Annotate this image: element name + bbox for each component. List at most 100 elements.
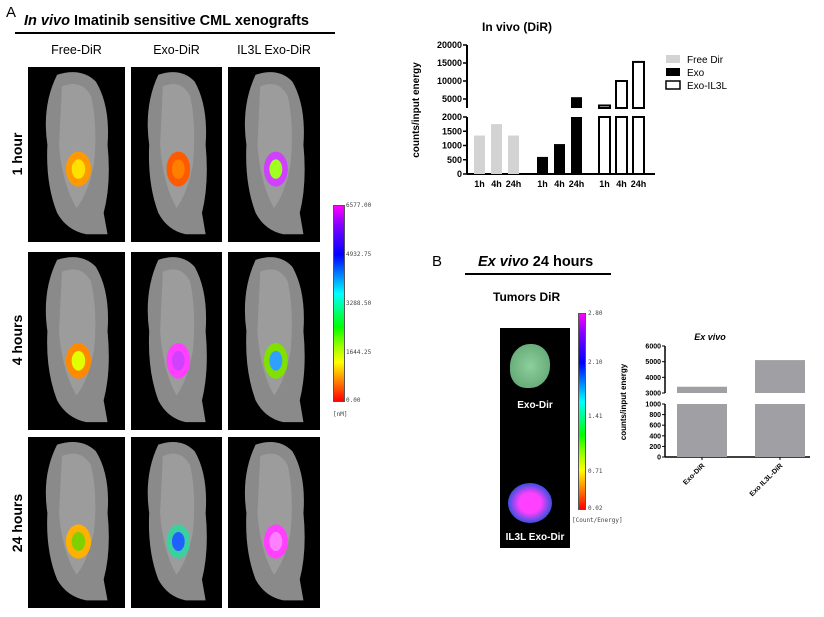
colorbar-a bbox=[333, 205, 345, 402]
mouse-image bbox=[28, 67, 125, 242]
bar-lower bbox=[598, 116, 611, 175]
y-tick-label: 200 bbox=[649, 444, 661, 451]
panel-a-underline bbox=[15, 32, 335, 34]
colorbar-a-unit: [nM] bbox=[333, 411, 348, 418]
il3l-exo-dir-tumor bbox=[508, 483, 552, 523]
y-tick-label: 0 bbox=[457, 169, 462, 179]
mouse-image bbox=[28, 252, 125, 430]
row-label-1-hour: 1 hour bbox=[9, 132, 25, 176]
chart-title: Ex vivo bbox=[694, 332, 726, 342]
y-tick-label: 20000 bbox=[437, 40, 462, 50]
y-tick-label: 15000 bbox=[437, 58, 462, 68]
y-tick-label: 5000 bbox=[645, 359, 661, 366]
bar-lower bbox=[571, 117, 582, 174]
mouse-image bbox=[131, 437, 222, 608]
legend-label: Exo bbox=[687, 68, 705, 79]
legend-label: Exo-IL3L bbox=[687, 81, 727, 92]
panel-a-title-italic: In vivo bbox=[24, 13, 70, 29]
tumor-signal-core bbox=[171, 159, 185, 179]
column-header-exo-dir: Exo-DiR bbox=[153, 43, 200, 57]
x-tick-label: 4h bbox=[554, 179, 565, 189]
colorbar-b-tick: 1.41 bbox=[588, 413, 603, 420]
colorbar-a-tick: 3288.50 bbox=[346, 300, 372, 307]
panel-a-title: In vivo Imatinib sensitive CML xenograft… bbox=[24, 13, 309, 29]
x-tick-label: 24h bbox=[631, 179, 647, 189]
bar bbox=[537, 156, 548, 174]
colorbar-b bbox=[578, 313, 586, 510]
tumor-signal-core bbox=[71, 159, 86, 179]
y-axis-label: counts/input energy bbox=[411, 62, 422, 158]
tumor-signal-core bbox=[171, 350, 185, 371]
legend-swatch bbox=[665, 80, 681, 90]
x-tick-label: 24h bbox=[569, 179, 585, 189]
y-tick-label: 800 bbox=[649, 412, 661, 419]
mouse-image bbox=[228, 252, 320, 430]
panel-a-title-rest: Imatinib sensitive CML xenografts bbox=[69, 13, 309, 29]
bar-upper bbox=[632, 60, 645, 109]
x-tick-label: 1h bbox=[537, 179, 548, 189]
y-tick-label: 1000 bbox=[442, 141, 462, 151]
ex-vivo-bar-chart: Ex vivo counts/input energy 0 200 400 600 800 1… bbox=[619, 332, 810, 498]
bar bbox=[474, 135, 485, 174]
y-tick-label: 10000 bbox=[437, 76, 462, 86]
y-tick-label: 1500 bbox=[442, 126, 462, 136]
bar bbox=[491, 124, 502, 174]
bar bbox=[508, 135, 519, 174]
tumor-signal-core bbox=[71, 350, 86, 371]
tumor-signal-core bbox=[269, 159, 283, 179]
y-tick-label: 4000 bbox=[645, 375, 661, 382]
panel-b-title-rest: 24 hours bbox=[528, 254, 594, 270]
panel-b-title: Ex vivo 24 hours bbox=[478, 254, 593, 270]
x-tick-label: Exo IL3L-DiR bbox=[749, 462, 785, 498]
mouse-image bbox=[131, 67, 222, 242]
panel-b-letter: B bbox=[432, 253, 443, 270]
y-axis-label: counts/input energy bbox=[619, 363, 628, 440]
y-tick-label: 400 bbox=[649, 433, 661, 440]
colorbar-a-tick: 1644.25 bbox=[346, 349, 372, 356]
legend-swatch bbox=[666, 68, 680, 76]
bar-upper bbox=[755, 360, 805, 393]
y-tick-label: 3000 bbox=[645, 391, 661, 398]
x-tick-label: 4h bbox=[491, 179, 502, 189]
tumor-image: Exo-Dir IL3L Exo-Dir bbox=[500, 328, 570, 548]
tumors-dir-title: Tumors DiR bbox=[493, 290, 561, 304]
chart-title: In vivo (DiR) bbox=[482, 20, 552, 34]
bar bbox=[554, 144, 565, 174]
bar-lower bbox=[615, 116, 628, 175]
y-tick-label: 500 bbox=[447, 155, 462, 165]
colorbar-a-tick: 6577.00 bbox=[346, 202, 372, 209]
mouse-image bbox=[228, 67, 320, 242]
bar-upper bbox=[571, 97, 582, 108]
bar-upper bbox=[598, 104, 611, 110]
panel-b-title-italic: Ex vivo bbox=[478, 254, 529, 270]
x-tick-label: 24h bbox=[506, 179, 522, 189]
bar-lower bbox=[677, 404, 727, 457]
row-label-24-hours: 24 hours bbox=[9, 493, 25, 553]
legend-swatch bbox=[666, 55, 680, 63]
colorbar-b-tick: 0.71 bbox=[588, 468, 603, 475]
bar-upper bbox=[677, 386, 727, 393]
colorbar-b-tick: 2.10 bbox=[588, 359, 603, 366]
mouse-image bbox=[131, 252, 222, 430]
y-tick-label: 1000 bbox=[645, 402, 661, 409]
tumor-label-exo-dir: Exo-Dir bbox=[517, 400, 553, 411]
y-tick-label: 0 bbox=[657, 455, 661, 462]
x-tick-label: 1h bbox=[474, 179, 485, 189]
bar-lower bbox=[632, 116, 645, 175]
x-tick-label: 1h bbox=[599, 179, 610, 189]
y-tick-label: 5000 bbox=[442, 94, 462, 104]
panel-a-letter: A bbox=[6, 4, 17, 21]
x-tick-label: 4h bbox=[616, 179, 627, 189]
colorbar-b-unit: [Count/Energy] bbox=[572, 517, 623, 524]
legend-label: Free Dir bbox=[687, 55, 724, 66]
y-tick-label: 600 bbox=[649, 423, 661, 430]
mouse-image bbox=[228, 437, 320, 608]
tumor-signal-core bbox=[269, 350, 283, 371]
column-header-free-dir: Free-DiR bbox=[51, 43, 102, 57]
colorbar-b-tick: 2.80 bbox=[588, 310, 603, 317]
tumor-signal-core bbox=[269, 532, 283, 551]
tumor-signal-core bbox=[171, 532, 185, 551]
y-tick-label: 2000 bbox=[442, 112, 462, 122]
exo-dir-tumor bbox=[510, 344, 550, 388]
